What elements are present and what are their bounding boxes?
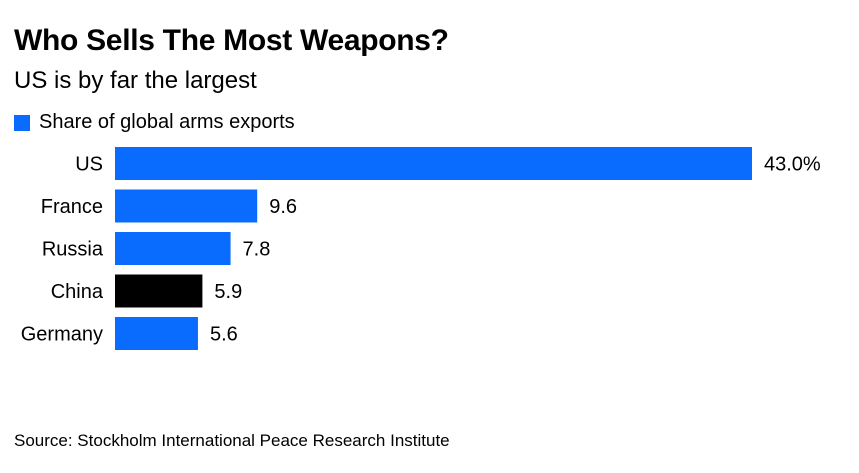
value-label-france: 9.6 [269,196,297,218]
bar-china [115,274,203,308]
chart-title: Who Sells The Most Weapons? [14,24,449,57]
bar-france [115,189,258,223]
category-label-russia: Russia [42,239,104,261]
category-label-china: China [51,281,104,303]
value-label-germany: 5.6 [210,324,238,346]
bar-chart: US 43.0% France 9.6 Russia 7.8 China 5.9 Germany… [21,147,821,350]
legend-label: Share of global arms exports [39,111,295,133]
source-note: Source: Stockholm International Peace Re… [14,431,450,450]
category-label-us: US [75,154,103,176]
value-label-us: 43.0% [764,154,821,176]
bar-germany [115,317,198,350]
legend-swatch [14,114,30,131]
legend: Share of global arms exports [14,111,295,134]
chart-subtitle: US is by far the largest [14,67,257,94]
category-label-france: France [41,196,103,218]
bar-russia [115,232,231,265]
value-label-china: 5.9 [214,281,242,303]
category-label-germany: Germany [21,324,103,346]
bar-us [115,147,752,180]
value-label-russia: 7.8 [243,239,271,261]
